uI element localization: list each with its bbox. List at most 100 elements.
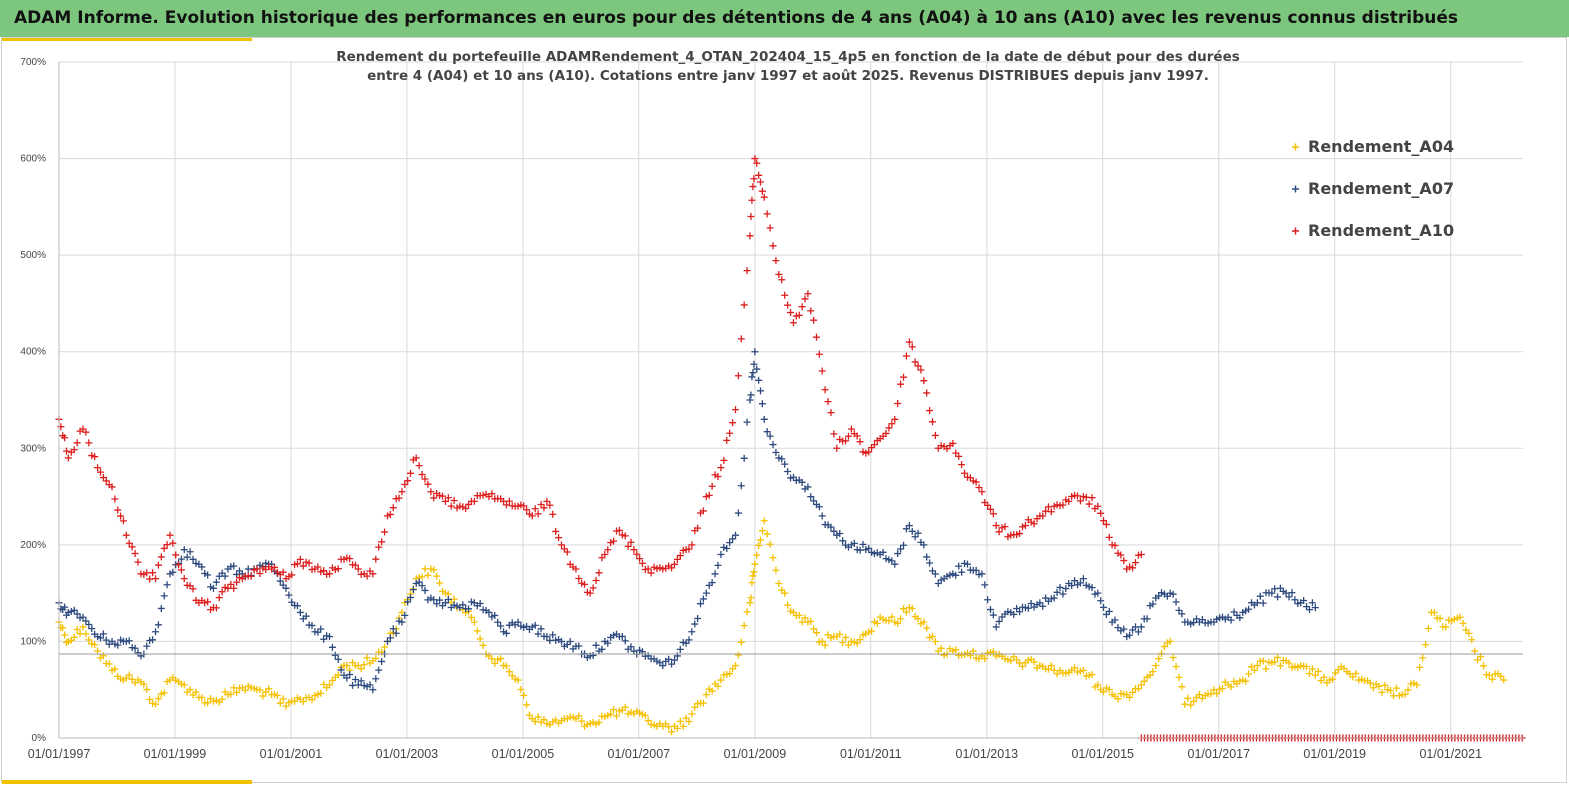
series-1-point: [618, 632, 626, 640]
series-1-point: [497, 622, 505, 630]
series-2-point: [708, 482, 716, 490]
series-2-point: [1137, 551, 1145, 559]
series-2-point: [812, 333, 820, 341]
series-1-point: [699, 595, 707, 603]
series-1-point: [958, 568, 966, 576]
series-2-point: [750, 175, 758, 183]
series-2-point: [955, 452, 963, 460]
series-1-point: [830, 527, 838, 535]
series-1-point: [476, 600, 484, 608]
series-2-point: [470, 497, 478, 505]
series-0-point: [85, 636, 93, 644]
series-2-point: [149, 569, 157, 577]
series-1-point: [180, 546, 188, 554]
series-0-point: [430, 566, 438, 574]
x-tick-label: 01/01/2011: [840, 747, 902, 761]
series-0-point: [256, 686, 264, 694]
series-2-point: [673, 555, 681, 563]
series-0-point: [360, 661, 368, 669]
series-0-point: [424, 571, 432, 579]
series-2-point: [215, 594, 223, 602]
series-2-point: [911, 358, 919, 366]
series-2-point: [372, 555, 380, 563]
series-2-point: [847, 425, 855, 433]
series-0-point: [259, 692, 267, 700]
series-1-point: [697, 600, 705, 608]
series-0-point: [476, 635, 484, 643]
series-0-point: [1480, 662, 1487, 670]
series-0-point: [1181, 700, 1189, 708]
series-1-point: [726, 539, 734, 547]
series-2-point: [624, 542, 632, 550]
series-2-point: [1021, 522, 1029, 530]
series-1-point: [894, 550, 902, 558]
series-2-point: [633, 550, 641, 558]
series-0-point: [839, 639, 847, 647]
series-1-point: [836, 529, 844, 537]
series-2-point: [125, 539, 133, 547]
series-0-point: [265, 685, 273, 693]
series-0-point: [180, 681, 188, 689]
series-2-point: [748, 196, 756, 204]
series-0-point: [152, 700, 160, 708]
series-1-point: [558, 637, 566, 645]
series-1-point: [79, 613, 87, 621]
series-0-point: [1213, 690, 1221, 698]
series-2-point: [644, 565, 652, 573]
series-2-point: [293, 560, 301, 568]
series-2-point: [418, 471, 426, 479]
series-2-point: [749, 183, 757, 191]
series-1-point: [1039, 602, 1047, 610]
series-2-point: [563, 548, 571, 556]
series-2-point: [830, 430, 838, 438]
x-tick-label: 01/01/2001: [260, 747, 323, 761]
legend: Rendement_A04 Rendement_A07 Rendement_A10: [1292, 137, 1454, 240]
series-1-point: [592, 641, 600, 649]
series-2-point: [905, 338, 913, 346]
series-0-point: [534, 713, 542, 721]
series-1-point: [737, 482, 745, 490]
x-tick-label: 01/01/2013: [956, 747, 1019, 761]
series-2-point: [421, 475, 429, 483]
y-tick-label: 0%: [32, 733, 47, 744]
series-2-point: [204, 598, 212, 606]
series-0-point: [76, 630, 84, 638]
series-2-point: [1097, 509, 1105, 517]
series-1-point: [436, 596, 444, 604]
series-0-point: [888, 613, 896, 621]
series-0-point: [299, 698, 307, 706]
series-0-point: [1190, 697, 1198, 705]
series-2-point: [1044, 503, 1052, 511]
series-0-point: [1276, 662, 1284, 670]
series-2-point: [610, 537, 618, 545]
series-0-point: [1271, 658, 1279, 666]
series-0-point: [1416, 663, 1424, 671]
series-2-point: [647, 569, 655, 577]
series-0-point: [1152, 662, 1160, 670]
series-1-point: [131, 644, 139, 652]
series-2-point: [131, 550, 139, 558]
series-0-point: [595, 718, 603, 726]
series-2-point: [256, 570, 264, 578]
series-2-point: [926, 407, 934, 415]
series-2-point: [1085, 500, 1093, 508]
series-0-point: [418, 573, 426, 581]
series-1-point: [763, 428, 771, 436]
series-0-point: [1456, 613, 1464, 621]
series-1-point: [659, 662, 667, 670]
series-2-point: [676, 552, 684, 560]
series-2-point: [326, 570, 334, 578]
series-0-point: [691, 703, 699, 711]
series-2-point: [575, 575, 583, 583]
series-1-point: [807, 493, 815, 501]
series-0-point: [1184, 694, 1192, 702]
series-2-point: [747, 212, 755, 220]
series-2-point: [520, 502, 528, 510]
series-1-point: [760, 415, 768, 423]
x-tick-label: 01/01/1999: [144, 747, 207, 761]
series-0-point: [621, 703, 629, 711]
series-2-point: [885, 424, 893, 432]
series-1-point: [502, 629, 510, 637]
x-tick-label: 01/01/2003: [376, 747, 439, 761]
y-tick-label: 300%: [20, 443, 46, 454]
